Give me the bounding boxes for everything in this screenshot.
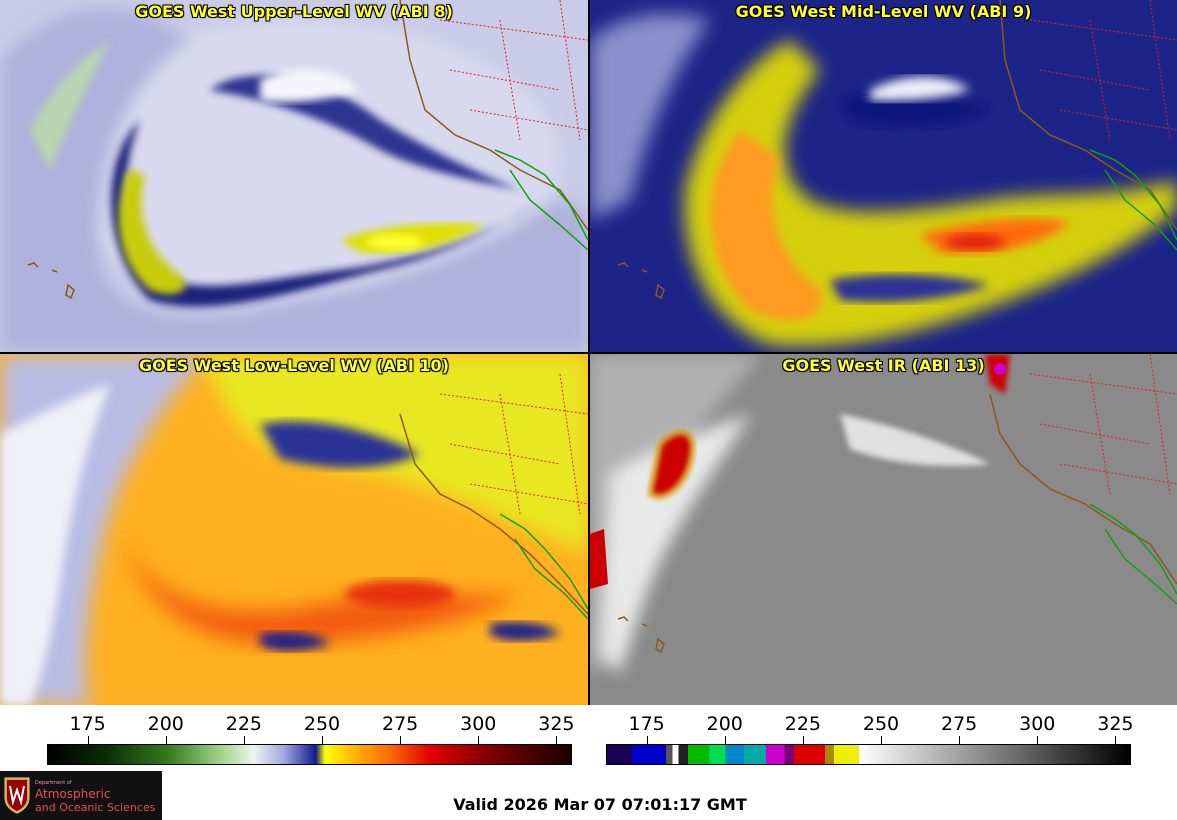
logo-name-line2: and Oceanic Sciences bbox=[35, 801, 156, 814]
university-crest-icon bbox=[4, 777, 30, 814]
colorbar-tick bbox=[400, 736, 402, 744]
infrared-image bbox=[590, 354, 1177, 705]
aos-logo: Department of Atmospheric and Oceanic Sc… bbox=[0, 771, 162, 820]
colorbar-tick-label: 200 bbox=[147, 713, 184, 735]
colorbar-tick bbox=[243, 736, 245, 744]
valid-time: Valid 2026 Mar 07 07:01:17 GMT bbox=[453, 795, 747, 814]
colorbar-tick-label: 225 bbox=[784, 713, 821, 735]
low-level-wv-image bbox=[0, 354, 588, 705]
colorbar-tick bbox=[322, 736, 323, 744]
colorbar-tick bbox=[646, 736, 648, 744]
colorbar-tick-label: 325 bbox=[1097, 713, 1134, 735]
colorbar-tick-label: 175 bbox=[69, 713, 106, 735]
colorbar-tick-label: 300 bbox=[1019, 713, 1056, 735]
panel-title: GOES West Upper-Level WV (ABI 8) bbox=[135, 2, 453, 21]
colorbar-tick bbox=[165, 736, 167, 744]
upper-level-wv-image bbox=[0, 0, 588, 352]
panel-title: GOES West Mid-Level WV (ABI 9) bbox=[735, 2, 1032, 21]
panel-divider-horizontal bbox=[0, 352, 1177, 354]
colorbar-tick-label: 250 bbox=[303, 713, 341, 735]
colorbar-tick bbox=[87, 736, 89, 744]
colorbar-tick-label: 300 bbox=[460, 713, 497, 735]
low-level-wv-panel: GOES West Low-Level WV (ABI 10) bbox=[0, 354, 588, 705]
colorbar-tick bbox=[959, 736, 961, 744]
ir-colorbar-gradient bbox=[606, 744, 1131, 765]
infrared-panel: GOES West IR (ABI 13) bbox=[590, 354, 1177, 705]
colorbar-tick-label: 275 bbox=[940, 713, 978, 735]
colorbar-tick bbox=[724, 736, 726, 744]
colorbar-tick-label: 175 bbox=[628, 713, 665, 735]
panel-title: GOES West Low-Level WV (ABI 10) bbox=[138, 356, 449, 375]
colorbar-tick-label: 250 bbox=[862, 713, 900, 735]
colorbar-tick bbox=[802, 736, 804, 744]
mid-level-wv-panel: GOES West Mid-Level WV (ABI 9) bbox=[590, 0, 1177, 352]
colorbar-tick bbox=[1115, 736, 1117, 744]
logo-name-line1: Atmospheric bbox=[35, 787, 111, 801]
mid-level-wv-image bbox=[590, 0, 1177, 352]
colorbar-tick bbox=[1037, 736, 1039, 744]
colorbar-tick-label: 325 bbox=[538, 713, 575, 735]
wv-colorbar: 175 200 225 250 275 300 325 bbox=[47, 712, 575, 772]
panel-title: GOES West IR (ABI 13) bbox=[782, 356, 985, 375]
wv-colorbar-gradient bbox=[47, 744, 572, 765]
colorbar-tick-label: 225 bbox=[225, 713, 262, 735]
colorbar-tick bbox=[881, 736, 882, 744]
logo-dept-text: Department of bbox=[35, 780, 72, 786]
ir-colorbar: 175 200 225 250 275 300 325 bbox=[606, 712, 1134, 772]
colorbar-tick-label: 200 bbox=[706, 713, 743, 735]
upper-level-wv-panel: GOES West Upper-Level WV (ABI 8) bbox=[0, 0, 588, 352]
colorbar-tick-label: 275 bbox=[381, 713, 419, 735]
colorbar-tick bbox=[556, 736, 558, 744]
colorbar-tick bbox=[478, 736, 480, 744]
